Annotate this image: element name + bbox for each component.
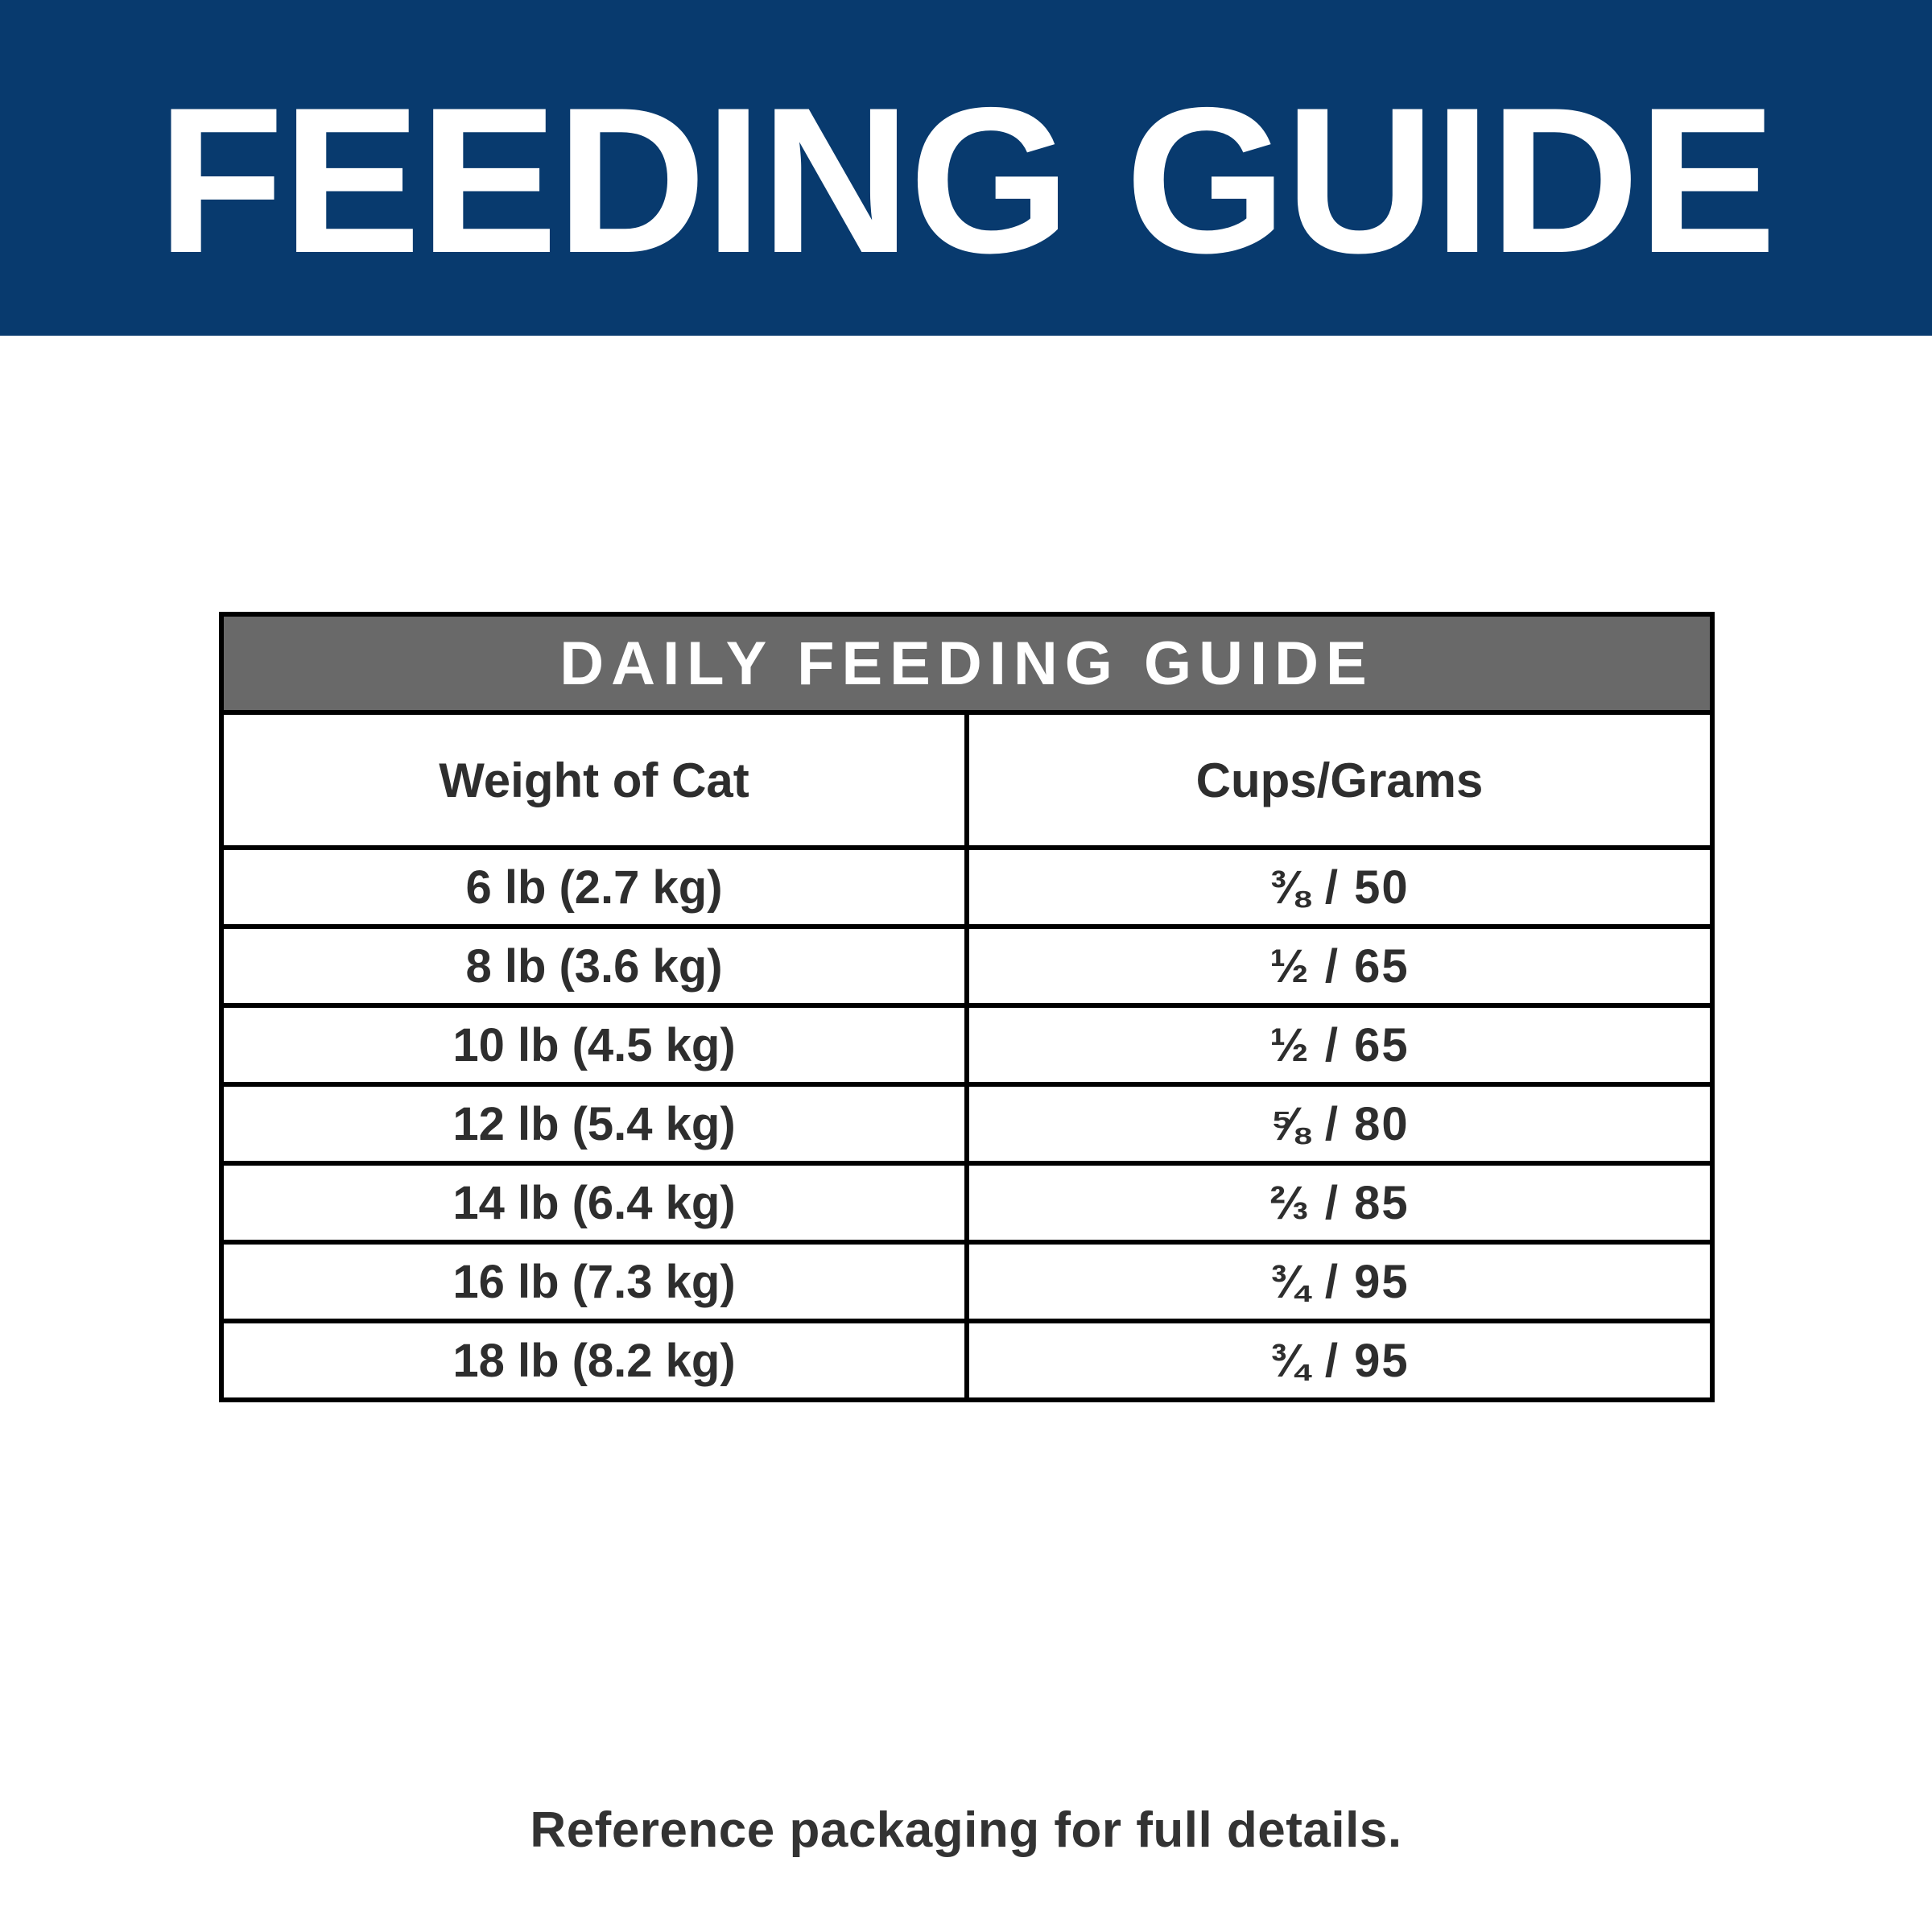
table-title-row: DAILY FEEDING GUIDE xyxy=(219,612,1715,715)
weight-cell: 12 lb (5.4 kg) xyxy=(219,1082,969,1166)
table-header-row: Weight of Cat Cups/Grams xyxy=(219,710,1715,850)
table-row: 18 lb (8.2 kg) ¾ / 95 xyxy=(219,1319,1715,1402)
footer-note: Reference packaging for full details. xyxy=(530,1802,1402,1858)
column-header-cups-grams: Cups/Grams xyxy=(964,710,1715,850)
table-row: 6 lb (2.7 kg) ⅜ / 50 xyxy=(219,845,1715,929)
table-row: 14 lb (6.4 kg) ⅔ / 85 xyxy=(219,1161,1715,1245)
daily-feeding-table: DAILY FEEDING GUIDE Weight of Cat Cups/G… xyxy=(219,612,1715,1402)
weight-cell: 10 lb (4.5 kg) xyxy=(219,1003,969,1087)
weight-cell: 8 lb (3.6 kg) xyxy=(219,924,969,1008)
banner: FEEDING GUIDE xyxy=(0,0,1932,336)
table-row: 10 lb (4.5 kg) ½ / 65 xyxy=(219,1003,1715,1087)
weight-cell: 14 lb (6.4 kg) xyxy=(219,1161,969,1245)
daily-feeding-table-section: DAILY FEEDING GUIDE Weight of Cat Cups/G… xyxy=(219,612,1715,1402)
column-header-weight: Weight of Cat xyxy=(219,710,969,850)
table-title: DAILY FEEDING GUIDE xyxy=(219,612,1715,715)
table-row: 12 lb (5.4 kg) ⅝ / 80 xyxy=(219,1082,1715,1166)
table-row: 8 lb (3.6 kg) ½ / 65 xyxy=(219,924,1715,1008)
amount-cell: ¾ / 95 xyxy=(964,1240,1715,1323)
weight-cell: 16 lb (7.3 kg) xyxy=(219,1240,969,1323)
amount-cell: ½ / 65 xyxy=(964,1003,1715,1087)
amount-cell: ⅔ / 85 xyxy=(964,1161,1715,1245)
weight-cell: 18 lb (8.2 kg) xyxy=(219,1319,969,1402)
table-row: 16 lb (7.3 kg) ¾ / 95 xyxy=(219,1240,1715,1323)
amount-cell: ½ / 65 xyxy=(964,924,1715,1008)
banner-title: FEEDING GUIDE xyxy=(157,63,1777,296)
amount-cell: ¾ / 95 xyxy=(964,1319,1715,1402)
amount-cell: ⅝ / 80 xyxy=(964,1082,1715,1166)
amount-cell: ⅜ / 50 xyxy=(964,845,1715,929)
weight-cell: 6 lb (2.7 kg) xyxy=(219,845,969,929)
